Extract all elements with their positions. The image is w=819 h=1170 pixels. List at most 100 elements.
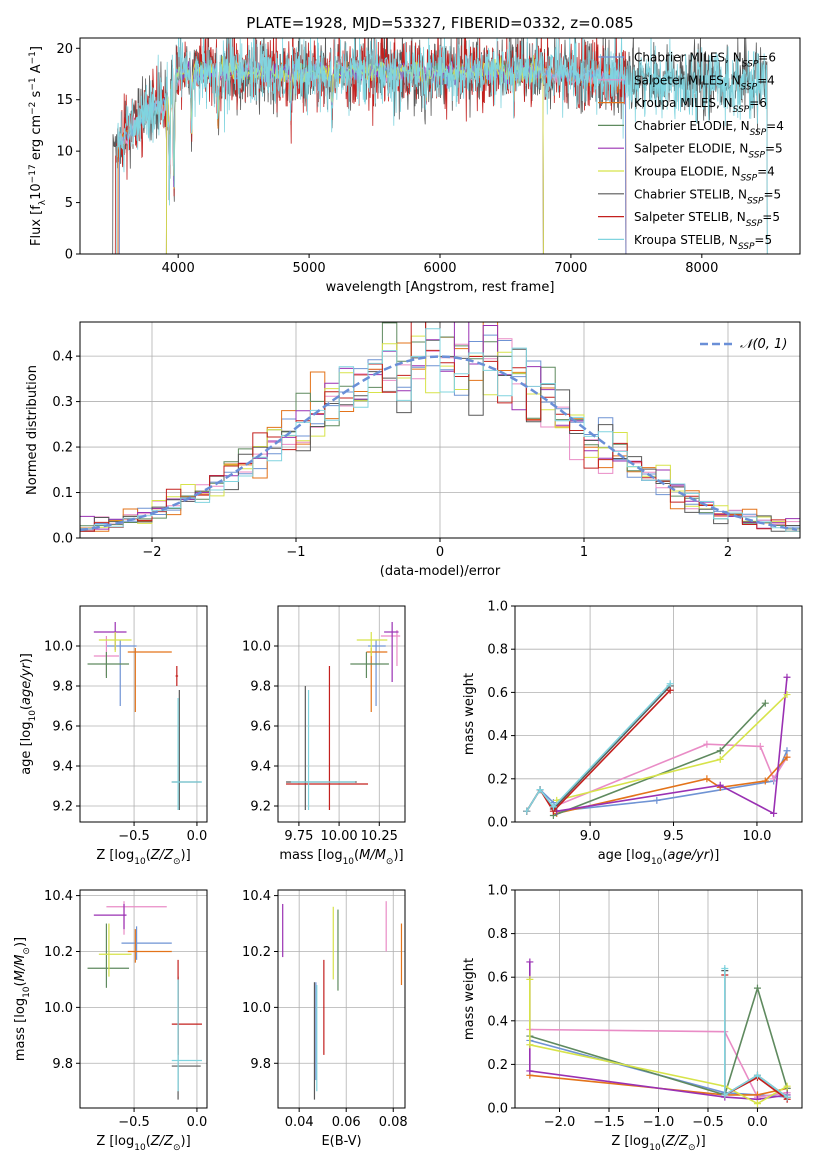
spectrum-ylabel-part: A xyxy=(29,64,44,77)
spectrum-xtick-label: 5000 xyxy=(293,261,326,276)
legend-label-kroupa-elodie-part: SSP xyxy=(741,174,758,184)
marker-kroupa-stelib xyxy=(783,1093,791,1101)
marker-kroupa-elodie xyxy=(753,1100,761,1108)
mass-vs-EBV-xtick-label: 0.04 xyxy=(285,1115,314,1130)
age-vs-Z-xlabel-part: )] xyxy=(181,848,191,863)
weight-vs-Z-axes xyxy=(515,889,802,1109)
line-series-chabrier-elodie xyxy=(553,702,766,817)
mass-vs-Z-plot-area xyxy=(87,901,202,1100)
weight-vs-Z-ytick-label: 0.0 xyxy=(487,1102,508,1117)
weight-vs-age-ytick-label: 0.2 xyxy=(487,772,508,787)
legend-label-chabrier-miles-part: SSP xyxy=(742,60,759,70)
line-series-salpeter-elodie xyxy=(556,677,788,815)
marker-kroupa-stelib xyxy=(666,680,674,688)
marker-chabrier-elodie xyxy=(716,747,724,755)
residuals-ylabel: Normed distribution xyxy=(25,365,40,495)
age-vs-Z-ylabel-part: ( xyxy=(19,705,34,710)
marker-salpeter-elodie xyxy=(526,958,534,966)
legend-label-salpeter-miles-part: SSP xyxy=(741,82,758,92)
legend-label-salpeter-elodie-part: =5 xyxy=(765,142,783,156)
mass-vs-Z-axes xyxy=(80,890,207,1108)
weight-vs-Z-xtick-label: −1.5 xyxy=(593,1115,625,1130)
legend-label-kroupa-elodie-part: =4 xyxy=(757,165,775,179)
age-vs-Z-ylabel-part: 10 xyxy=(28,710,38,722)
mass-vs-EBV-plot-area xyxy=(282,901,403,1100)
legend-label-kroupa-stelib-part: SSP xyxy=(738,242,755,252)
age-vs-Z-xlabel-part: 10 xyxy=(134,857,146,867)
residuals-xtick-label: 0 xyxy=(436,545,444,560)
weight-vs-Z-ytick-label: 0.8 xyxy=(487,927,508,942)
age-vs-Z-ytick-label: 9.6 xyxy=(52,720,73,735)
weight-vs-age-xtick-label: 9.5 xyxy=(663,829,684,844)
age-vs-Z-axes xyxy=(80,606,207,822)
legend-label-kroupa-miles-part: Kroupa MILES, N xyxy=(634,96,733,110)
age-vs-mass-xtick-label: 9.75 xyxy=(284,829,313,844)
spectrum-ylabel-part: Flux [f xyxy=(29,205,44,246)
age-vs-mass-xlabel-part: ⊙ xyxy=(386,857,394,867)
age-vs-Z-ytick-label: 9.4 xyxy=(52,760,73,775)
mass-vs-EBV-frame xyxy=(277,889,406,1109)
marker-chabrier-elodie xyxy=(761,699,769,707)
spectrum-ylabel-part: erg cm xyxy=(29,115,44,164)
weight-vs-Z-xlabel: Z [log10(Z/Z⊙)] xyxy=(611,1134,705,1153)
residuals-ytick-label: 0.1 xyxy=(52,486,73,501)
marker-kroupa-elodie xyxy=(716,755,724,763)
legend-label-salpeter-miles-part: Salpeter MILES, N xyxy=(634,73,741,87)
residuals-xlabel-part: (data-model)/error xyxy=(380,564,501,579)
spectrum-ylabel-part: 10 xyxy=(29,183,44,200)
marker-salpeter-elodie xyxy=(770,809,778,817)
marker-salpeter-miles xyxy=(756,742,764,750)
legend-label-kroupa-miles: Kroupa MILES, NSSP=6 xyxy=(634,96,767,115)
age-vs-Z-ylabel-part: )] xyxy=(19,653,34,663)
age-vs-Z-ytick-label: 9.2 xyxy=(52,800,73,815)
age-vs-mass-xlabel-part: )] xyxy=(393,848,403,863)
age-vs-Z-ytick-label: 9.8 xyxy=(52,680,73,695)
mass-vs-Z-ytick-label: 10.4 xyxy=(44,889,73,904)
weight-vs-Z-xlabel-part: )] xyxy=(696,1134,706,1149)
legend-label-salpeter-miles-part: =4 xyxy=(757,73,775,87)
weight-vs-age-xlabel: age [log10(age/yr)] xyxy=(598,848,720,867)
age-vs-Z-frame xyxy=(79,605,208,823)
legend-label-chabrier-miles: Chabrier MILES, NSSP=6 xyxy=(634,51,776,70)
mass-vs-Z-ylabel-part: ( xyxy=(13,981,28,986)
mass-vs-Z-ytick-label: 9.8 xyxy=(52,1057,73,1072)
residuals-xtick-label: −1 xyxy=(286,545,305,560)
mass-vs-Z-ylabel: mass [log10(M/M⊙)] xyxy=(13,937,32,1061)
age-vs-mass-xlabel-part: mass [log xyxy=(279,848,342,863)
marker-chabrier-miles xyxy=(783,747,791,755)
marker-kroupa-stelib xyxy=(753,1071,761,1079)
weight-vs-Z-ytick-label: 0.4 xyxy=(487,1014,508,1029)
gaussian-curve xyxy=(80,355,798,532)
marker-salpeter-elodie xyxy=(526,1067,534,1075)
age-vs-Z-xlabel-part: ( xyxy=(146,848,151,863)
age-vs-Z-ylabel: age [log10(age/yr)] xyxy=(19,653,38,775)
mass-vs-Z-xlabel: Z [log10(Z/Z⊙)] xyxy=(96,1134,190,1153)
age-vs-mass-xlabel-part: M/M xyxy=(359,848,386,863)
spectrum-xtick-label: 7000 xyxy=(554,261,587,276)
residuals-ylabel-part: Normed distribution xyxy=(25,365,40,495)
mass-vs-Z-ylabel-part: ⊙ xyxy=(22,947,32,955)
hist-series-kroupa-stelib xyxy=(80,328,800,532)
marker-kroupa-elodie xyxy=(783,691,791,699)
weight-vs-age-ytick-label: 0.8 xyxy=(487,643,508,658)
mass-vs-Z-ylabel-part: M/M xyxy=(13,955,28,982)
legend-label-chabrier-elodie-part: Chabrier ELODIE, N xyxy=(634,119,750,133)
weight-vs-Z-ylabel: mass weight xyxy=(462,958,477,1040)
mass-vs-EBV-ytick-label: 10.2 xyxy=(242,945,271,960)
mass-vs-Z-xlabel-part: )] xyxy=(181,1134,191,1149)
weight-vs-Z-plot-area xyxy=(526,958,791,1108)
weight-vs-age-ytick-label: 1.0 xyxy=(487,600,508,615)
weight-vs-age-xlabel-part: age [log xyxy=(598,848,651,863)
spectrum-plot-area xyxy=(112,38,768,254)
spectrum-ylabel-part: −1 xyxy=(28,51,38,64)
mass-vs-Z-xlabel-part: Z [log xyxy=(96,1134,134,1149)
age-vs-mass-ytick-label: 10.0 xyxy=(242,640,271,655)
spectrum-ylabel-part: −17 xyxy=(28,164,38,183)
weight-vs-age-plot-area xyxy=(523,673,791,820)
age-vs-mass-ytick-label: 9.6 xyxy=(250,720,271,735)
spectrum-ylabel-part: −2 xyxy=(28,102,38,115)
residuals-xtick-label: 1 xyxy=(580,545,588,560)
legend-label-chabrier-stelib-part: =5 xyxy=(764,187,782,201)
age-vs-mass-xtick-label: 10.00 xyxy=(320,829,357,844)
